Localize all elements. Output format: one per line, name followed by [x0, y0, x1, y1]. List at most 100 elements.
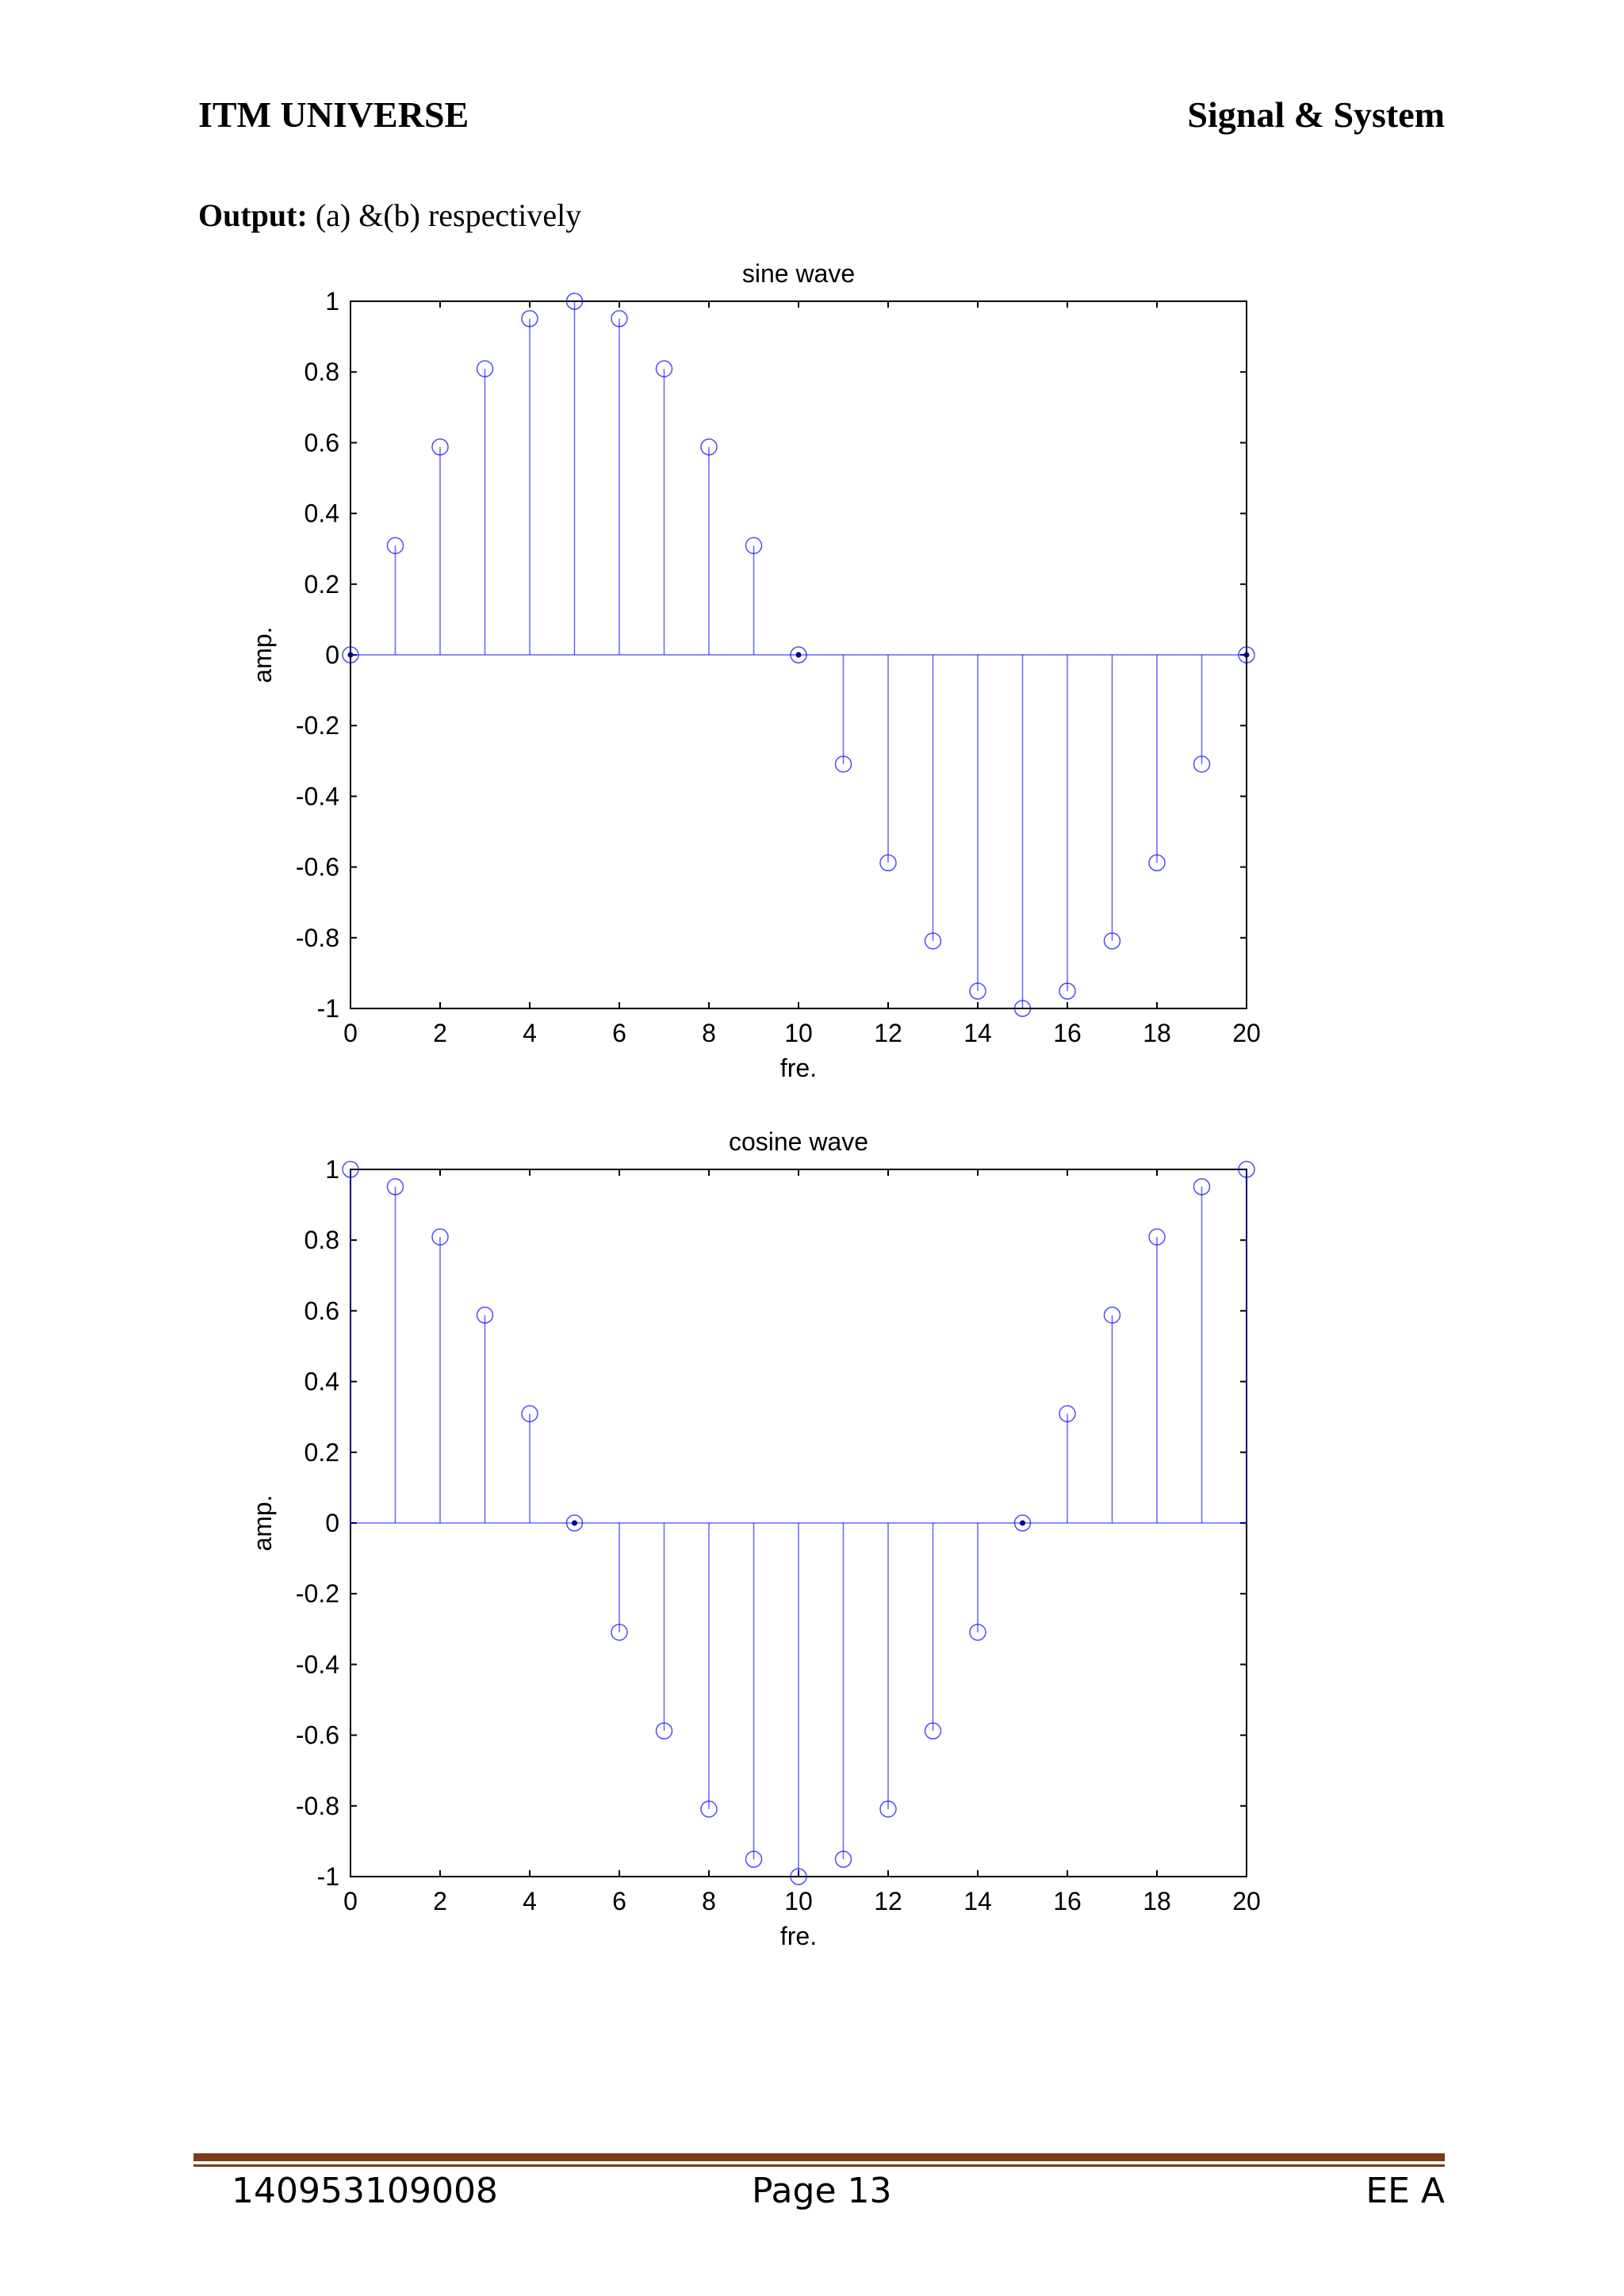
stem-marker — [790, 646, 807, 664]
stem-marker — [1238, 1161, 1255, 1178]
stem-marker — [969, 982, 986, 1000]
zero-marker-dot — [347, 652, 354, 658]
y-tick-label: 0.2 — [304, 570, 339, 599]
footer-section: EE A — [1365, 2171, 1445, 2211]
stem-marker — [700, 1800, 718, 1818]
sine-wave-chart: sine wave 0 2 4 6 8 10 12 14 16 18 20 1 0.8 0.6 0.4 0.2 0… — [248, 259, 1261, 1082]
y-tick-label: 0.4 — [304, 1368, 339, 1396]
y-tick-label: 0.8 — [304, 1226, 339, 1254]
y-tick-label: -0.4 — [296, 782, 339, 810]
y-tick-label: -1 — [317, 994, 339, 1023]
stem-marker — [1013, 1000, 1032, 1017]
stem-marker — [611, 310, 628, 327]
zero-marker-dot — [795, 652, 802, 658]
x-tick-label: 2 — [433, 1019, 447, 1047]
x-tick-label: 8 — [702, 1887, 716, 1915]
x-tick-label: 12 — [874, 1019, 902, 1047]
x-tick-label: 16 — [1053, 1887, 1082, 1915]
x-tick-label: 6 — [612, 1019, 626, 1047]
stem-marker — [342, 646, 359, 664]
stem-marker — [1193, 1178, 1211, 1196]
y-tick-label: -0.8 — [296, 1792, 339, 1820]
stem-marker — [521, 1405, 538, 1422]
stem-marker — [342, 1161, 359, 1178]
y-tick-label: 0.2 — [304, 1438, 339, 1467]
x-tick-label: 4 — [523, 1887, 537, 1915]
x-tick-label: 10 — [784, 1887, 813, 1915]
stem-marker — [834, 1850, 852, 1868]
y-tick-label: 0 — [325, 641, 339, 669]
y-tick-label: 0.8 — [304, 358, 339, 386]
chart-title: cosine wave — [729, 1127, 868, 1156]
stem-marker — [431, 438, 449, 456]
stem-marker — [924, 932, 942, 950]
stem-marker — [1059, 982, 1076, 1000]
header-right-title: Signal & System — [1187, 94, 1445, 135]
stem-marker — [1059, 1405, 1076, 1422]
stem-marker — [431, 1228, 449, 1246]
y-tick-label: 0.6 — [304, 428, 339, 457]
stem-marker — [476, 1307, 494, 1324]
stem-marker — [879, 1800, 897, 1818]
stem-marker — [655, 360, 673, 377]
y-tick-label: 1 — [325, 1155, 339, 1184]
x-tick-label: 18 — [1143, 1887, 1171, 1915]
y-tick-label: -0.2 — [296, 711, 339, 740]
x-tick-label: 6 — [612, 1887, 626, 1915]
x-tick-label: 14 — [963, 1887, 992, 1915]
stem-marker — [1013, 1514, 1032, 1532]
y-tick-label: -1 — [317, 1862, 339, 1891]
stem-marker — [1193, 756, 1211, 773]
zero-marker-dot — [1243, 652, 1250, 658]
stem-marker — [521, 310, 538, 327]
stem-marker — [1103, 932, 1121, 950]
x-axis-label: fre. — [780, 1054, 817, 1082]
x-tick-label: 18 — [1143, 1019, 1171, 1047]
stem-marker — [879, 854, 897, 871]
x-tick-label: 14 — [963, 1019, 992, 1047]
x-tick-label: 20 — [1232, 1019, 1261, 1047]
x-axis-label: fre. — [780, 1922, 817, 1950]
y-tick-label: -0.2 — [296, 1579, 339, 1608]
stem-marker — [1148, 1228, 1166, 1246]
stem-marker — [834, 756, 852, 773]
stem-marker — [1238, 646, 1255, 664]
output-text: (a) &(b) respectively — [315, 197, 582, 233]
zero-marker-dot — [572, 1520, 577, 1526]
x-tick-label: 16 — [1053, 1019, 1082, 1047]
y-tick-label: -0.6 — [296, 853, 339, 882]
output-label: Output: — [198, 197, 308, 233]
stem-marker — [745, 1850, 763, 1868]
y-axis-label: amp. — [248, 626, 277, 683]
footer-page-number: Page 13 — [752, 2171, 892, 2211]
stem-marker — [745, 537, 763, 554]
x-tick-label: 2 — [433, 1887, 447, 1915]
x-tick-label: 0 — [343, 1887, 358, 1915]
footer-rule — [193, 2153, 1445, 2161]
stem-marker — [476, 360, 494, 377]
x-tick-label: 0 — [343, 1019, 358, 1047]
stem-marker — [386, 537, 404, 554]
y-tick-label: -0.8 — [296, 924, 339, 952]
stem-marker — [1103, 1307, 1121, 1324]
y-tick-label: 0 — [325, 1509, 339, 1537]
x-tick-label: 8 — [702, 1019, 716, 1047]
x-tick-label: 12 — [874, 1887, 902, 1915]
header-left-title: ITM UNIVERSE — [198, 94, 469, 135]
x-tick-label: 4 — [523, 1019, 537, 1047]
cosine-wave-chart: cosine wave 0 2 4 6 8 10 12 14 16 18 20 1 0.8 0.6 0.4 0.… — [248, 1127, 1261, 1950]
stem-marker — [565, 1514, 584, 1532]
y-tick-label: -0.6 — [296, 1721, 339, 1750]
stem-marker — [611, 1624, 628, 1641]
stem-marker — [565, 293, 584, 310]
zero-marker-dot — [1020, 1520, 1025, 1526]
y-axis-label: amp. — [248, 1494, 277, 1551]
output-caption: Output: (a) &(b) respectively — [198, 197, 581, 234]
stem-marker — [1148, 854, 1166, 871]
stem-marker — [700, 438, 718, 456]
footer-student-id: 140953109008 — [232, 2171, 498, 2211]
stem-marker — [655, 1722, 673, 1739]
y-tick-label: 0.4 — [304, 499, 339, 528]
stem-marker — [790, 1868, 807, 1885]
y-tick-label: -0.4 — [296, 1650, 339, 1678]
